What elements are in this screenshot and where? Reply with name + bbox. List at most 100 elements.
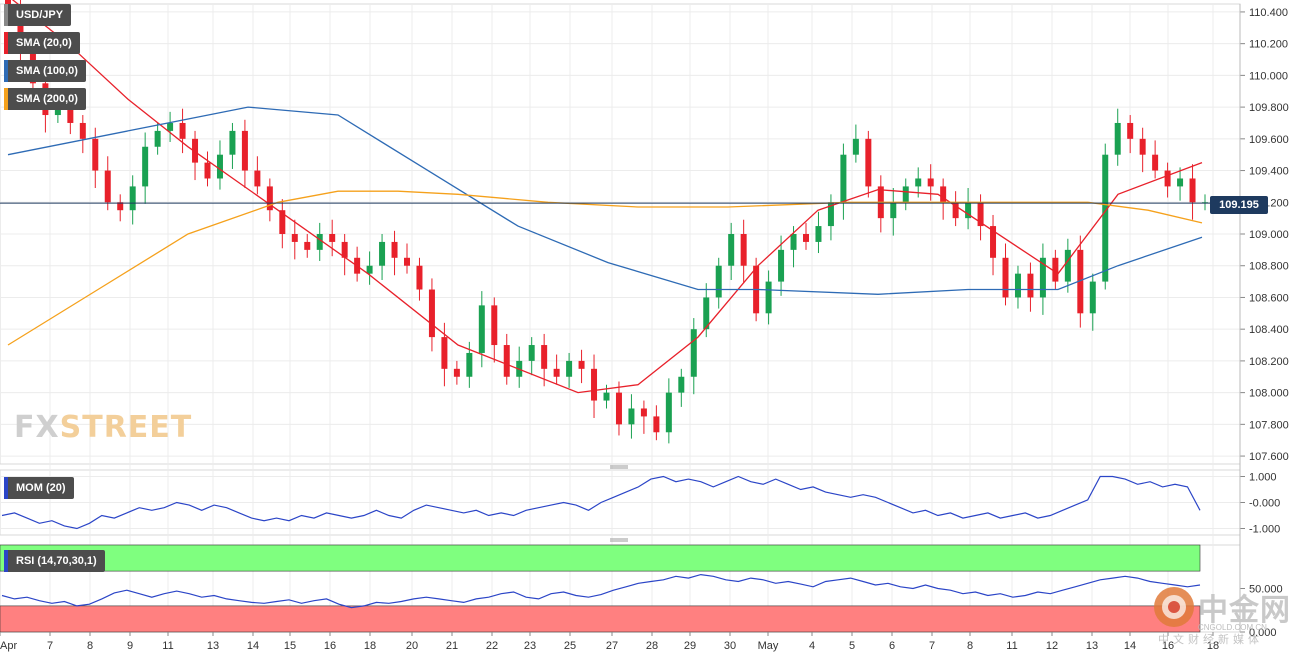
- candle-body: [491, 305, 498, 346]
- candle-body: [852, 138, 859, 155]
- main-grid: [0, 3, 1241, 633]
- candle-body: [728, 234, 735, 266]
- candle-body: [379, 241, 386, 266]
- x-tick-label: 12: [1046, 640, 1058, 652]
- y-tick-label: 107.800: [1249, 419, 1289, 431]
- x-tick-label: 20: [406, 640, 418, 652]
- rsi-label: RSI (14,70,30,1): [16, 555, 97, 567]
- sma200-label: SMA (200,0): [16, 93, 78, 105]
- x-tick-label: 18: [1207, 640, 1219, 652]
- x-tick-label: Apr: [0, 640, 17, 652]
- candle-body: [653, 416, 660, 433]
- sma-lines: [7, 0, 1203, 394]
- rsi-overbought-band: [0, 544, 1201, 572]
- y-tick-label: 109.000: [1249, 229, 1289, 241]
- y-tick-label: 109.600: [1249, 134, 1289, 146]
- candle-body: [740, 234, 747, 266]
- rsi-tick-label: 50.000: [1249, 584, 1283, 596]
- candle-body: [67, 107, 74, 123]
- candle-body: [965, 202, 972, 219]
- sma-line-1: [7, 106, 1203, 295]
- x-tick-label: 7: [47, 640, 53, 652]
- y-tick-label: 108.000: [1249, 388, 1289, 400]
- candle-body: [1064, 249, 1071, 282]
- sma-line-0: [11, 0, 1203, 394]
- x-tick-label: 5: [849, 640, 855, 652]
- candle-body: [229, 130, 236, 155]
- candle-body: [615, 392, 622, 425]
- candle-body: [678, 376, 685, 393]
- x-tick-label: 13: [1086, 640, 1098, 652]
- x-tick-label: 14: [247, 640, 259, 652]
- candle-body: [117, 202, 124, 211]
- candle-body: [5, 0, 11, 4]
- candle-body: [1027, 273, 1034, 298]
- candle-body: [528, 345, 535, 361]
- x-tick-label: 16: [1162, 640, 1174, 652]
- candle-body: [1002, 257, 1009, 298]
- candle-body: [640, 408, 647, 417]
- candle-body: [553, 368, 560, 377]
- candle-body: [266, 186, 273, 211]
- mom-label: MOM (20): [16, 482, 66, 494]
- x-tick-label: 11: [162, 640, 173, 652]
- x-tick-label: 6: [889, 640, 895, 652]
- candle-body: [690, 329, 697, 377]
- candle-body: [915, 178, 922, 187]
- candle-body: [541, 345, 548, 369]
- candle-body: [291, 234, 298, 242]
- y-tick-label: 109.400: [1249, 166, 1289, 178]
- candle-body: [952, 202, 959, 219]
- candle-body: [404, 257, 410, 266]
- sma200-tag[interactable]: SMA (200,0): [4, 88, 86, 110]
- mom-tick-label: -1.000: [1249, 524, 1280, 536]
- x-tick-label: 16: [324, 640, 336, 652]
- x-tick-label: 18: [364, 640, 376, 652]
- candle-body: [927, 178, 934, 187]
- sma20-tag[interactable]: SMA (20,0): [4, 32, 80, 54]
- candle-body: [578, 360, 585, 369]
- candle-body: [591, 368, 598, 401]
- candle-body: [129, 186, 136, 211]
- sma20-label: SMA (20,0): [16, 37, 72, 49]
- x-tick-label: 11: [1006, 640, 1017, 652]
- sma100-tag[interactable]: SMA (100,0): [4, 60, 86, 82]
- rsi-line: [1, 573, 1201, 609]
- candle-body: [1102, 154, 1109, 282]
- candle-body: [104, 170, 111, 203]
- x-tick-label: 9: [127, 640, 133, 652]
- candle-body: [1152, 154, 1159, 171]
- candle-body: [54, 107, 61, 116]
- candle-body: [441, 337, 448, 369]
- mom-tag[interactable]: MOM (20): [4, 477, 74, 499]
- candle-body: [453, 368, 460, 377]
- x-tick-label: 13: [207, 640, 219, 652]
- mom-series: [1, 475, 1201, 530]
- candle-body: [478, 305, 485, 353]
- candle-body: [154, 130, 161, 147]
- x-tick-label: 22: [486, 640, 498, 652]
- y-tick-label: 110.400: [1249, 7, 1288, 19]
- candle-body: [92, 138, 99, 171]
- candle-body: [1164, 170, 1171, 187]
- candle-body: [1039, 257, 1046, 298]
- x-tick-label: 8: [87, 640, 93, 652]
- y-tick-label: 108.800: [1249, 261, 1289, 273]
- symbol-tag[interactable]: USD/JPY: [4, 4, 72, 26]
- axes: 110.400110.200110.000109.800109.600109.4…: [0, 4, 1289, 652]
- candle-body: [142, 146, 149, 187]
- rsi-series: [1, 573, 1201, 609]
- rsi-bands: [0, 544, 1201, 633]
- candle-body: [17, 4, 24, 52]
- candle-body: [803, 234, 809, 242]
- candle-body: [765, 281, 772, 314]
- rsi-tag[interactable]: RSI (14,70,30,1): [4, 550, 105, 572]
- y-tick-label: 110.200: [1249, 39, 1288, 51]
- mom-tick-label: 1.000: [1249, 472, 1277, 484]
- x-tick-label: 28: [646, 640, 658, 652]
- candle-body: [503, 345, 510, 377]
- candle-body: [715, 265, 722, 298]
- sma-line-2: [7, 190, 1203, 346]
- candle-body: [329, 234, 336, 242]
- x-tick-label: 8: [967, 640, 973, 652]
